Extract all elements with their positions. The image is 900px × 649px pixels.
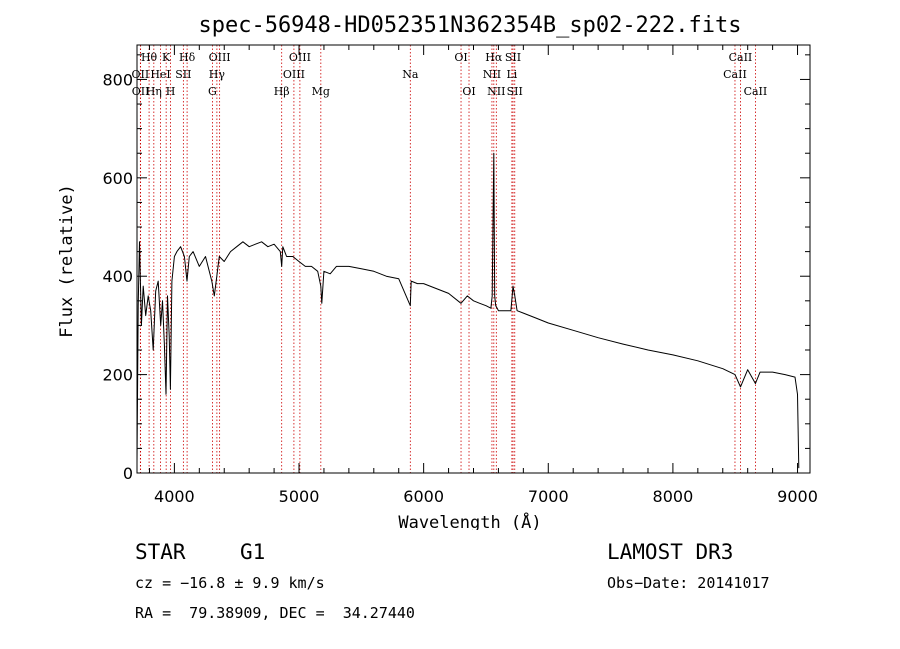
survey-name: LAMOST DR3 <box>607 540 734 564</box>
line-marker-label: CaII <box>723 68 747 81</box>
line-marker-label: Mg <box>312 85 330 98</box>
chart-title: spec-56948-HD052351N362354B_sp02-222.fit… <box>198 13 741 38</box>
x-tick-label: 4000 <box>154 487 195 506</box>
line-marker-label: OII <box>132 68 150 81</box>
line-marker-label: OIII <box>289 51 311 64</box>
line-marker-label: HeI <box>150 68 170 81</box>
spectrum-chart: spec-56948-HD052351N362354B_sp02-222.fit… <box>57 13 818 530</box>
plot-frame <box>136 44 811 474</box>
x-tick-label: 6000 <box>403 487 444 506</box>
x-tick-label: 5000 <box>279 487 320 506</box>
spectrum-line <box>136 152 800 469</box>
object-class: STAR <box>135 540 186 564</box>
x-tick-label: 9000 <box>777 487 818 506</box>
line-marker-label: K <box>162 51 171 64</box>
line-marker-label: SII <box>505 51 521 64</box>
line-marker-label: OI <box>454 51 467 64</box>
line-marker-label: H <box>166 85 176 98</box>
x-tick-label: 7000 <box>528 487 569 506</box>
line-marker-label: Na <box>402 68 419 81</box>
coordinates: RA = 79.38909, DEC = 34.27440 <box>135 604 415 622</box>
line-marker-label: OII <box>132 85 150 98</box>
y-axis-label: Flux (relative) <box>57 184 77 338</box>
line-marker-label: Li <box>506 68 517 81</box>
x-axis-label: Wavelength (Å) <box>398 511 541 530</box>
line-marker-label: Hθ <box>141 51 158 64</box>
line-marker-label: Hδ <box>179 51 196 64</box>
line-marker-label: NII <box>483 68 501 81</box>
y-tick-label: 600 <box>102 169 133 188</box>
axis-ticks: 4000 5000 6000 7000 8000 9000 0 200 400 600 800 <box>102 45 818 506</box>
y-tick-label: 800 <box>102 70 133 89</box>
y-tick-label: 200 <box>102 366 133 385</box>
line-marker-label: OIII <box>209 51 231 64</box>
x-tick-label: 8000 <box>653 487 694 506</box>
line-marker-label: Hα <box>485 51 503 64</box>
line-marker-label: NII <box>487 85 505 98</box>
line-marker-label: CaII <box>729 51 753 64</box>
line-marker-label: CaII <box>744 85 768 98</box>
redshift-velocity: cz = −16.8 ± 9.9 km/s <box>135 574 325 592</box>
line-marker-label: OI <box>462 85 475 98</box>
line-marker-label: Hγ <box>209 68 226 81</box>
line-marker-label: G <box>208 85 217 98</box>
observation-date: Obs−Date: 20141017 <box>607 574 770 592</box>
line-marker-label: Hη <box>146 85 162 98</box>
line-markers <box>139 45 756 473</box>
line-marker-label: OIII <box>283 68 305 81</box>
line-marker-label: Hβ <box>274 85 290 98</box>
y-tick-label: 0 <box>123 464 133 483</box>
line-marker-label: SII <box>175 68 191 81</box>
line-marker-label: SII <box>507 85 523 98</box>
y-tick-label: 400 <box>102 267 133 286</box>
subclass: G1 <box>240 540 266 564</box>
